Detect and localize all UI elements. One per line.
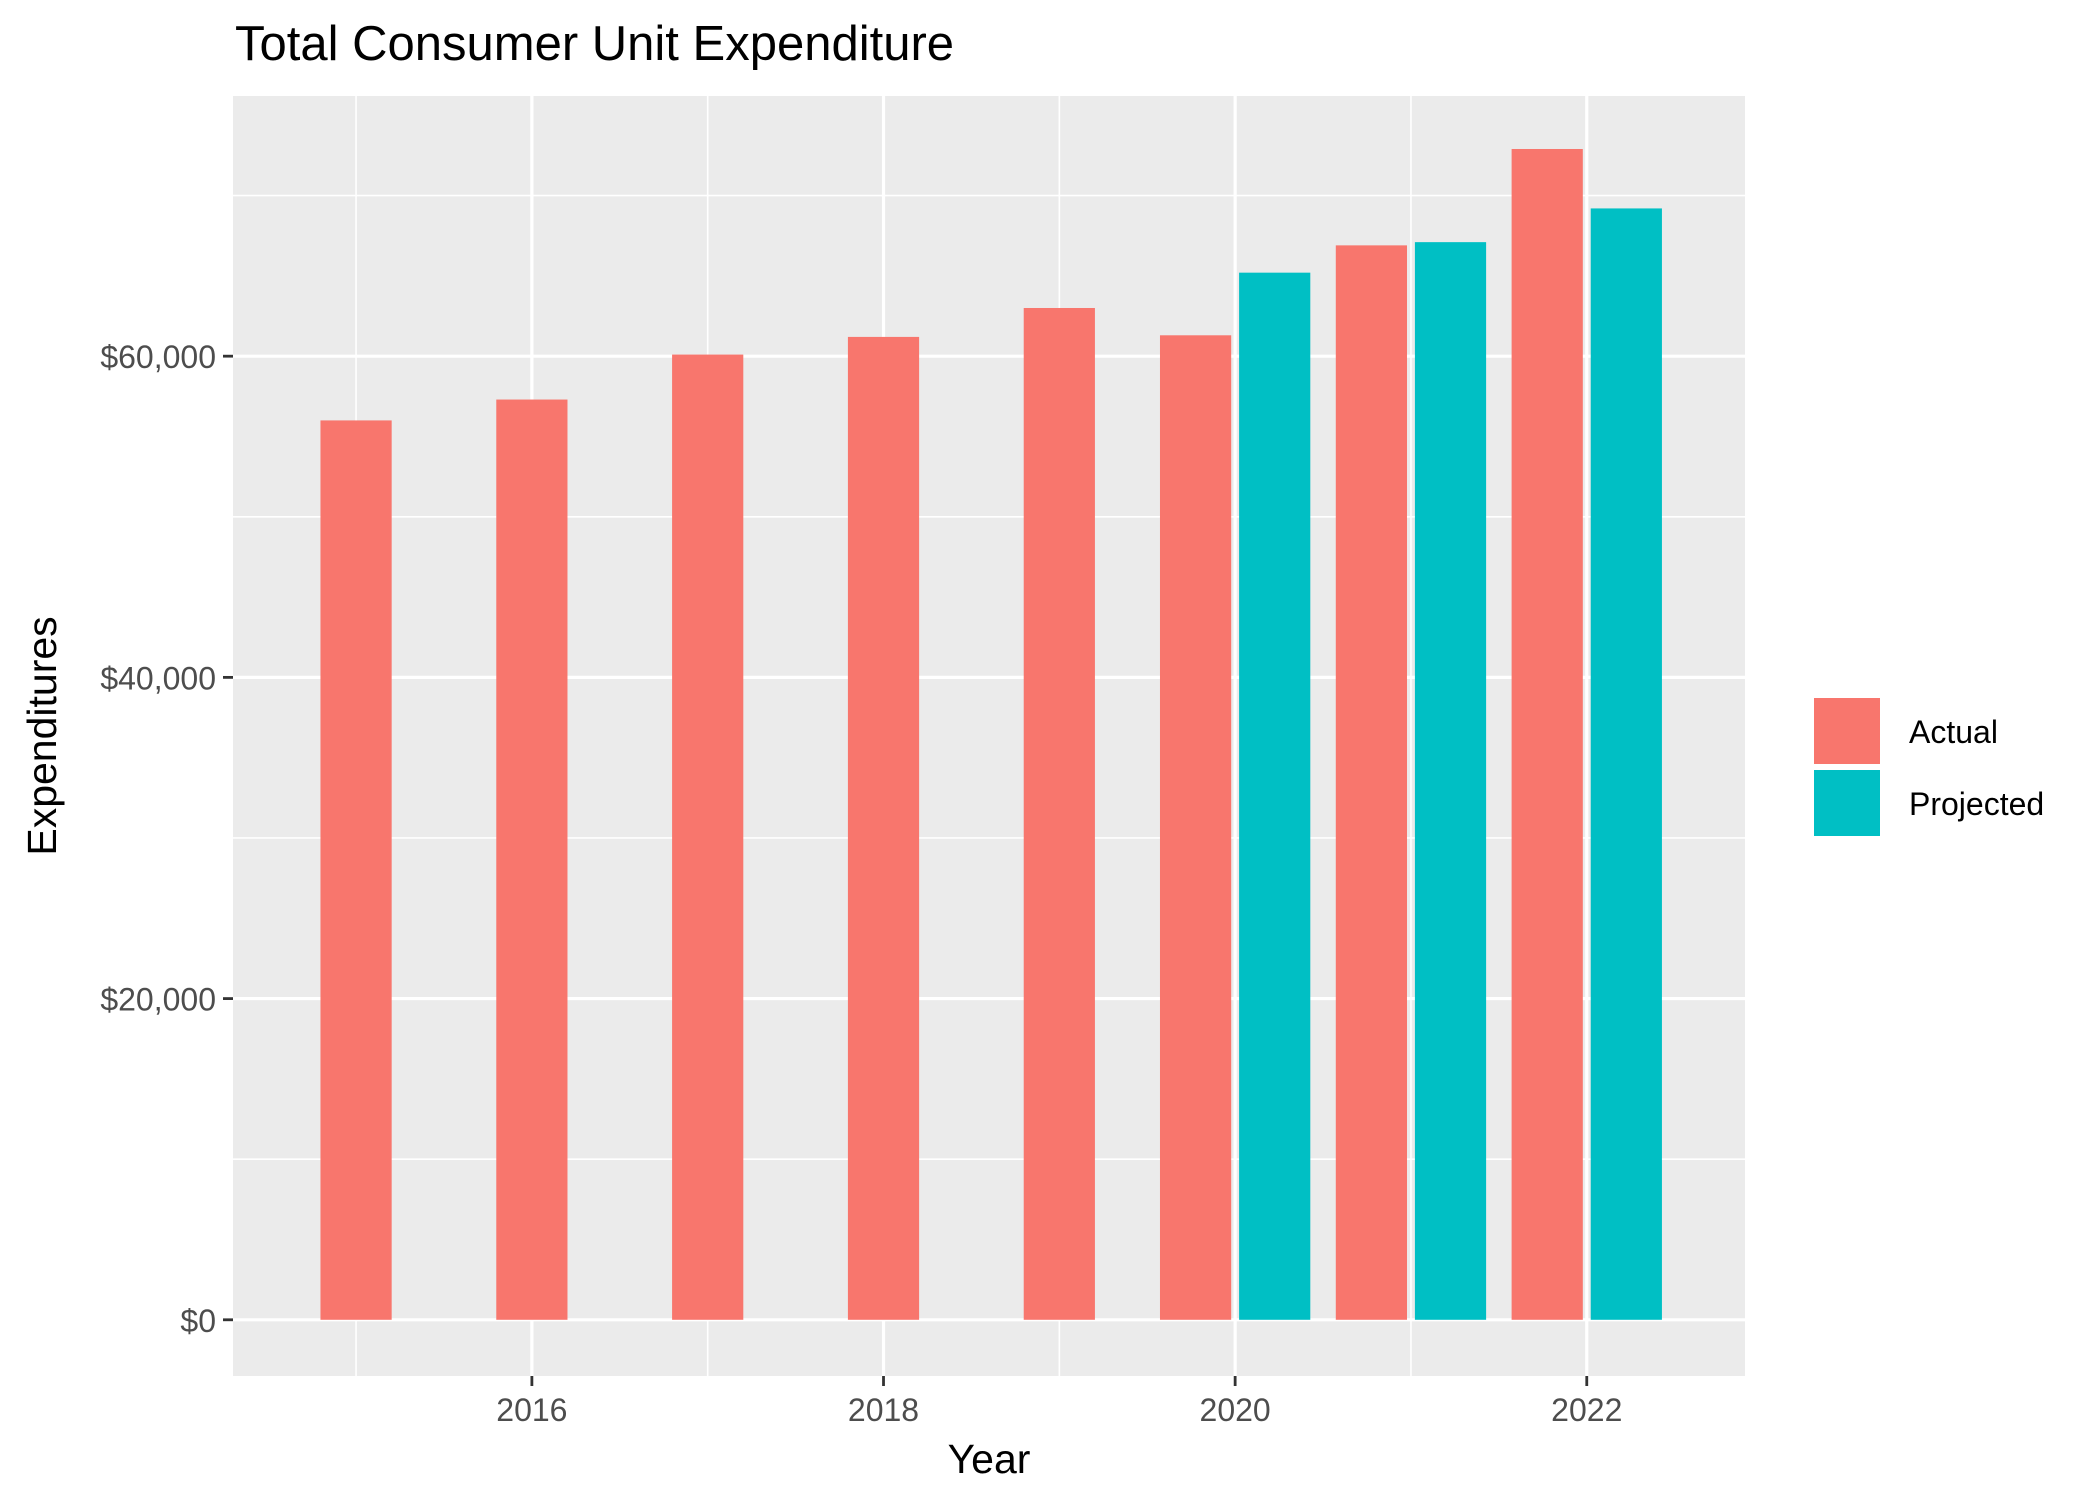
bar-actual-2022 — [1511, 148, 1583, 1320]
bar-actual-2015 — [320, 420, 392, 1320]
bar-projected-2022 — [1590, 208, 1662, 1320]
x-tick-label: 2020 — [1200, 1392, 1271, 1428]
bar-actual-2021 — [1335, 245, 1407, 1320]
y-tick-label: $0 — [180, 1303, 216, 1339]
legend-label-actual: Actual — [1909, 714, 1998, 750]
bar-projected-2020 — [1239, 272, 1311, 1320]
legend-label-projected: Projected — [1909, 786, 2044, 822]
y-tick-label: $60,000 — [100, 339, 216, 375]
legend-key-actual — [1814, 698, 1880, 764]
y-axis: $0 $20,000 $40,000 $60,000 — [100, 339, 233, 1339]
major-gridlines — [233, 96, 1745, 1376]
bars — [320, 148, 1662, 1320]
legend: Actual Projected — [1814, 698, 2044, 836]
x-axis: 2016 2018 2020 2022 — [496, 1376, 1622, 1428]
chart-title: Total Consumer Unit Expenditure — [235, 17, 954, 71]
x-tick-label: 2016 — [496, 1392, 567, 1428]
plot-panel — [233, 96, 1745, 1376]
legend-key-projected — [1814, 770, 1880, 836]
bar-actual-2016 — [496, 399, 568, 1320]
y-axis-label: Expenditures — [19, 616, 65, 855]
x-tick-label: 2022 — [1551, 1392, 1622, 1428]
bar-actual-2019 — [1023, 307, 1095, 1320]
bar-actual-2017 — [672, 354, 744, 1320]
y-tick-label: $40,000 — [100, 660, 216, 696]
x-tick-label: 2018 — [848, 1392, 919, 1428]
bar-projected-2021 — [1414, 242, 1487, 1320]
y-tick-label: $20,000 — [100, 982, 216, 1018]
x-axis-label: Year — [948, 1436, 1031, 1482]
bar-actual-2018 — [847, 336, 920, 1320]
bar-actual-2020 — [1159, 335, 1232, 1320]
